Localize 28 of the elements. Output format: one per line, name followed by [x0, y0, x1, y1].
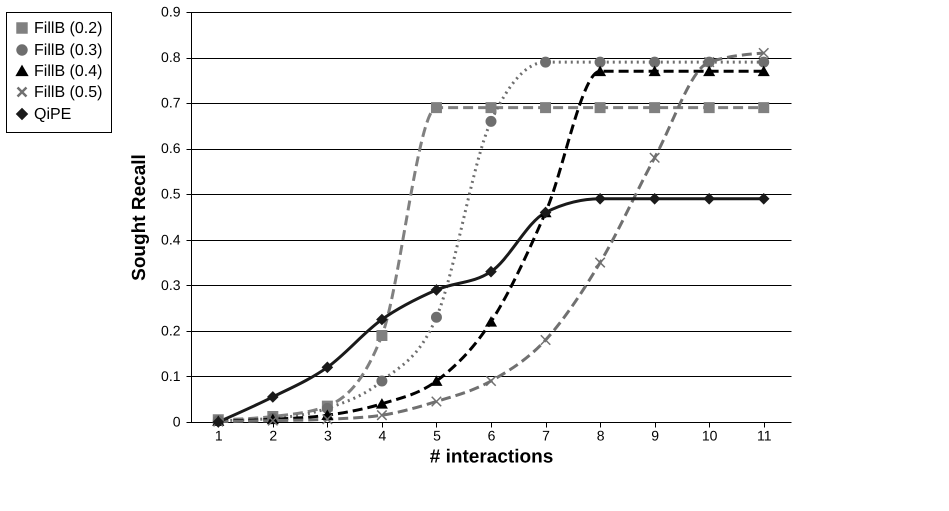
y-tick-label: 0.2 — [161, 322, 181, 338]
x-tick-label: 1 — [214, 428, 223, 444]
legend-label: FillB (0.4) — [34, 63, 102, 80]
x-tick-label: 5 — [433, 428, 442, 444]
y-tick-label: 0.3 — [161, 276, 181, 293]
x-tick-label: 3 — [324, 428, 332, 444]
x-tick-label: 11 — [756, 428, 772, 444]
x-tick-label: 10 — [702, 428, 718, 444]
y-tick-label: 0 — [172, 414, 181, 430]
x-tick-label: 7 — [542, 428, 550, 444]
x-tick-label: 4 — [378, 428, 387, 444]
y-axis-title: Sought Recall — [129, 154, 150, 281]
y-tick-label: 0.8 — [161, 49, 181, 66]
legend-label: QiPE — [34, 106, 72, 123]
x-axis-title: # interactions — [430, 446, 554, 468]
x-tick-label: 2 — [269, 428, 278, 444]
y-tick-label: 0.1 — [161, 368, 181, 384]
y-tick-label: 0.6 — [161, 140, 181, 156]
legend-label: FillB (0.2) — [34, 20, 102, 37]
y-tick-label: 0.5 — [161, 186, 181, 202]
x-tick-label: 6 — [488, 428, 496, 444]
legend-label: FillB (0.3) — [34, 42, 102, 59]
x-tick-label: 9 — [651, 428, 660, 444]
x-tick-label: 8 — [596, 428, 605, 444]
legend-label: FillB (0.5) — [34, 84, 102, 101]
y-tick-label: 0.9 — [161, 4, 181, 20]
y-tick-label: 0.7 — [161, 94, 181, 111]
y-tick-label: 0.4 — [161, 231, 181, 248]
